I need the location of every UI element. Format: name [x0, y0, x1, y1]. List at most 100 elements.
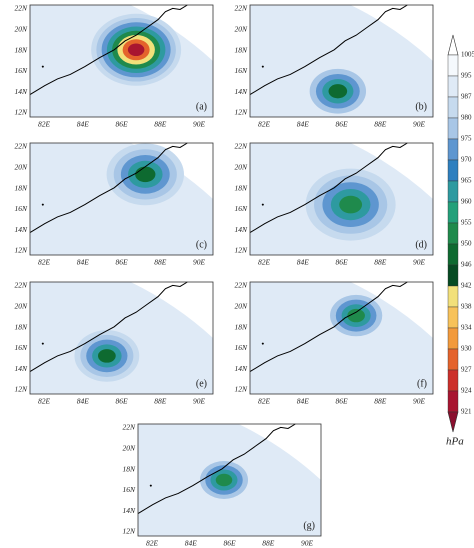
pressure-contour — [127, 43, 145, 57]
y-tick-label: 18N — [14, 322, 28, 331]
colorbar-label: 942 — [461, 282, 472, 290]
x-tick-label: 86E — [115, 120, 128, 129]
colorbar-segment — [447, 159, 459, 182]
x-tick-label: 82E — [146, 539, 159, 548]
high-pressure-region — [238, 424, 321, 480]
colorbar-label: 955 — [461, 219, 472, 227]
y-tick-label: 22N — [14, 142, 28, 151]
colorbar-segment — [447, 54, 459, 77]
panel-frame — [137, 423, 322, 537]
y-tick-label: 14N — [234, 225, 248, 234]
pressure-contour — [215, 473, 233, 487]
x-tick-label: 82E — [38, 258, 51, 267]
coastline — [29, 142, 188, 234]
x-tick-label: 90E — [193, 397, 206, 406]
colorbar: 1005 995 987 980 975 970 965 960 955 950 946 942 938… — [446, 34, 474, 448]
map-panel: (b) 22N 20N 18N 16N 14N 12N 82E 84E 86E 88E 90E — [234, 4, 434, 129]
y-tick-label: 12N — [14, 108, 28, 117]
map-panel: (a) 22N 20N 18N 16N 14N 12N 82E 84E 86E 88E 90E — [14, 4, 214, 129]
colorbar-unit: hPa — [446, 436, 464, 448]
y-tick-label: 16N — [234, 343, 248, 352]
y-tick-label: 16N — [14, 66, 28, 75]
panel-frame — [29, 142, 214, 256]
y-tick-label: 20N — [234, 302, 248, 311]
x-tick-label: 86E — [115, 258, 128, 267]
colorbar-segment — [447, 369, 459, 392]
colorbar-label: 921 — [461, 408, 472, 416]
colorbar-extend-top — [447, 34, 459, 56]
colorbar-segment — [447, 306, 459, 329]
y-tick-label: 16N — [122, 485, 136, 494]
x-tick-label: 86E — [115, 397, 128, 406]
y-tick-label: 18N — [14, 45, 28, 54]
colorbar-label: 927 — [461, 366, 472, 374]
x-tick-label: 90E — [301, 539, 314, 548]
x-tick-label: 84E — [77, 397, 90, 406]
x-tick-label: 82E — [258, 258, 271, 267]
x-tick-label: 84E — [185, 539, 198, 548]
y-tick-label: 14N — [122, 506, 136, 515]
y-tick-label: 20N — [14, 163, 28, 172]
colorbar-label: 934 — [461, 324, 472, 332]
x-tick-label: 86E — [335, 120, 348, 129]
colorbar-segment — [447, 75, 459, 98]
island — [149, 484, 152, 487]
y-tick-label: 22N — [234, 281, 248, 290]
colorbar-segment — [447, 180, 459, 203]
colorbar-label: 965 — [461, 177, 472, 185]
x-tick-label: 86E — [335, 397, 348, 406]
x-tick-label: 88E — [262, 539, 275, 548]
x-tick-label: 90E — [413, 258, 426, 267]
colorbar-label: 975 — [461, 135, 472, 143]
x-tick-label: 90E — [193, 120, 206, 129]
colorbar-segment — [447, 285, 459, 308]
y-tick-label: 16N — [234, 204, 248, 213]
x-tick-label: 90E — [193, 258, 206, 267]
panel-frame — [29, 281, 214, 395]
coastline — [29, 4, 188, 96]
y-tick-label: 22N — [234, 142, 248, 151]
panel-frame — [249, 4, 434, 118]
coastline — [249, 281, 408, 373]
y-tick-label: 22N — [122, 423, 136, 432]
high-pressure-region — [350, 282, 433, 338]
x-tick-label: 90E — [413, 120, 426, 129]
y-tick-label: 12N — [234, 108, 248, 117]
y-tick-label: 20N — [234, 25, 248, 34]
colorbar-label: 995 — [461, 72, 472, 80]
colorbar-label: 946 — [461, 261, 472, 269]
x-tick-label: 84E — [297, 397, 310, 406]
pressure-contour — [347, 308, 365, 323]
colorbar-segment — [447, 96, 459, 119]
y-tick-label: 18N — [234, 45, 248, 54]
y-tick-label: 14N — [14, 364, 28, 373]
y-tick-label: 14N — [14, 87, 28, 96]
panel-label: (d) — [415, 239, 427, 250]
panel-frame — [249, 281, 434, 395]
panel-label: (c) — [196, 239, 207, 250]
high-pressure-region — [130, 143, 213, 199]
colorbar-label: 1005 — [461, 51, 474, 59]
y-tick-label: 16N — [234, 66, 248, 75]
high-pressure-region — [130, 282, 213, 338]
y-tick-label: 18N — [234, 322, 248, 331]
y-tick-label: 12N — [14, 246, 28, 255]
colorbar-label: 950 — [461, 240, 472, 248]
island — [261, 65, 264, 68]
colorbar-segment — [447, 138, 459, 161]
coastline — [29, 281, 188, 373]
y-tick-label: 18N — [234, 183, 248, 192]
island — [261, 203, 264, 206]
pressure-contour — [97, 349, 116, 363]
x-tick-label: 82E — [258, 397, 271, 406]
y-tick-label: 22N — [234, 4, 248, 13]
y-tick-label: 16N — [14, 343, 28, 352]
y-tick-label: 20N — [234, 163, 248, 172]
y-tick-label: 12N — [234, 385, 248, 394]
x-tick-label: 84E — [297, 258, 310, 267]
y-tick-label: 14N — [234, 87, 248, 96]
panel-frame — [29, 4, 214, 118]
colorbar-segment — [447, 390, 459, 413]
